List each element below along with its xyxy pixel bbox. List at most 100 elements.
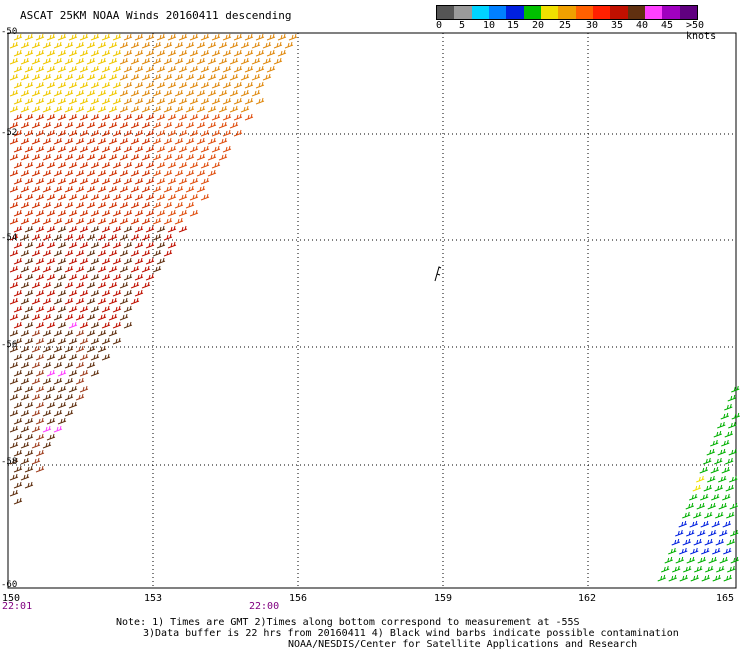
wind-barb (53, 297, 63, 305)
wind-barb (24, 481, 34, 489)
wind-barb (708, 556, 717, 564)
wind-barb (174, 185, 184, 193)
wind-barb (24, 209, 34, 217)
wind-barb (130, 89, 140, 97)
wind-barb (277, 33, 287, 41)
wind-barb (716, 565, 725, 573)
wind-barb (31, 265, 41, 273)
wind-barb (724, 430, 733, 438)
wind-barb (20, 201, 30, 209)
wind-barb (112, 49, 122, 57)
wind-barb (53, 105, 63, 113)
wind-barb (200, 81, 210, 89)
wind-barb (64, 137, 74, 145)
wind-barb (134, 289, 144, 297)
wind-barb (64, 297, 74, 305)
wind-barb (35, 305, 45, 313)
wind-barb (255, 97, 265, 105)
wind-barb (207, 73, 217, 81)
wind-barb (108, 169, 118, 177)
wind-speed-legend (436, 5, 698, 20)
wind-barb (145, 65, 155, 73)
wind-barb (53, 233, 63, 241)
map-title: ASCAT 25KM NOAA Winds 20160411 descendin… (20, 9, 292, 22)
wind-barb (75, 105, 85, 113)
wind-barb (64, 153, 74, 161)
wind-barb (35, 289, 45, 297)
wind-barb (134, 113, 144, 121)
legend-swatch (437, 6, 455, 19)
wind-barb (42, 73, 52, 81)
wind-barb (24, 193, 34, 201)
wind-barb (68, 209, 78, 217)
wind-barb (90, 65, 100, 73)
wind-barb (123, 209, 133, 217)
wind-barb (697, 529, 706, 537)
wind-barb (211, 113, 221, 121)
wind-barb (108, 217, 118, 225)
wind-barb (240, 41, 250, 49)
wind-barb (9, 105, 19, 113)
wind-barb (108, 233, 118, 241)
wind-barb (79, 353, 89, 361)
wind-barb (68, 401, 78, 409)
wind-barb (97, 201, 107, 209)
wind-barb (13, 273, 23, 281)
wind-barb (31, 249, 41, 257)
wind-barb (108, 153, 118, 161)
wind-barb (700, 520, 709, 528)
wind-barb (57, 81, 67, 89)
wind-barb (68, 353, 78, 361)
wind-barb (9, 169, 19, 177)
wind-barb (68, 193, 78, 201)
wind-barb (9, 41, 19, 49)
wind-barb (86, 137, 96, 145)
wind-barb (68, 369, 78, 377)
wind-barb (108, 121, 118, 129)
wind-barb (64, 265, 74, 273)
wind-barb (46, 369, 56, 377)
wind-barb (123, 129, 133, 137)
wind-barb (119, 201, 129, 209)
wind-barb (13, 177, 23, 185)
wind-barb (163, 57, 173, 65)
wind-barb (145, 225, 155, 233)
wind-barb (145, 97, 155, 105)
note-line-1: Note: 1) Times are GMT 2)Times along bot… (116, 617, 580, 628)
wind-barb (31, 41, 41, 49)
wind-barb (123, 113, 133, 121)
wind-barb (20, 169, 30, 177)
wind-barb (189, 33, 199, 41)
wind-barb (75, 201, 85, 209)
wind-barb (57, 305, 67, 313)
wind-barb (222, 97, 232, 105)
wind-barb (24, 65, 34, 73)
wind-barb (42, 105, 52, 113)
legend-swatch (558, 6, 576, 19)
wind-barb (97, 329, 107, 337)
wind-barb (64, 185, 74, 193)
wind-barb (64, 105, 74, 113)
wind-barb (233, 65, 243, 73)
wind-barb (86, 329, 96, 337)
wind-barb (68, 65, 78, 73)
wind-barb (31, 457, 41, 465)
wind-barb (693, 538, 702, 546)
wind-barb (90, 289, 100, 297)
wind-barb (101, 193, 111, 201)
wind-barb (196, 105, 206, 113)
wind-barb (97, 41, 107, 49)
wind-barb (9, 313, 19, 321)
wind-barb (167, 113, 177, 121)
wind-barb (200, 193, 210, 201)
wind-barb (97, 233, 107, 241)
wind-barb (75, 393, 85, 401)
wind-barb (64, 409, 74, 417)
wind-barb (9, 457, 19, 465)
wind-barb (68, 177, 78, 185)
wind-barb (141, 201, 151, 209)
wind-barb (79, 289, 89, 297)
wind-barb (68, 97, 78, 105)
wind-barb (31, 345, 41, 353)
wind-barb (705, 565, 714, 573)
